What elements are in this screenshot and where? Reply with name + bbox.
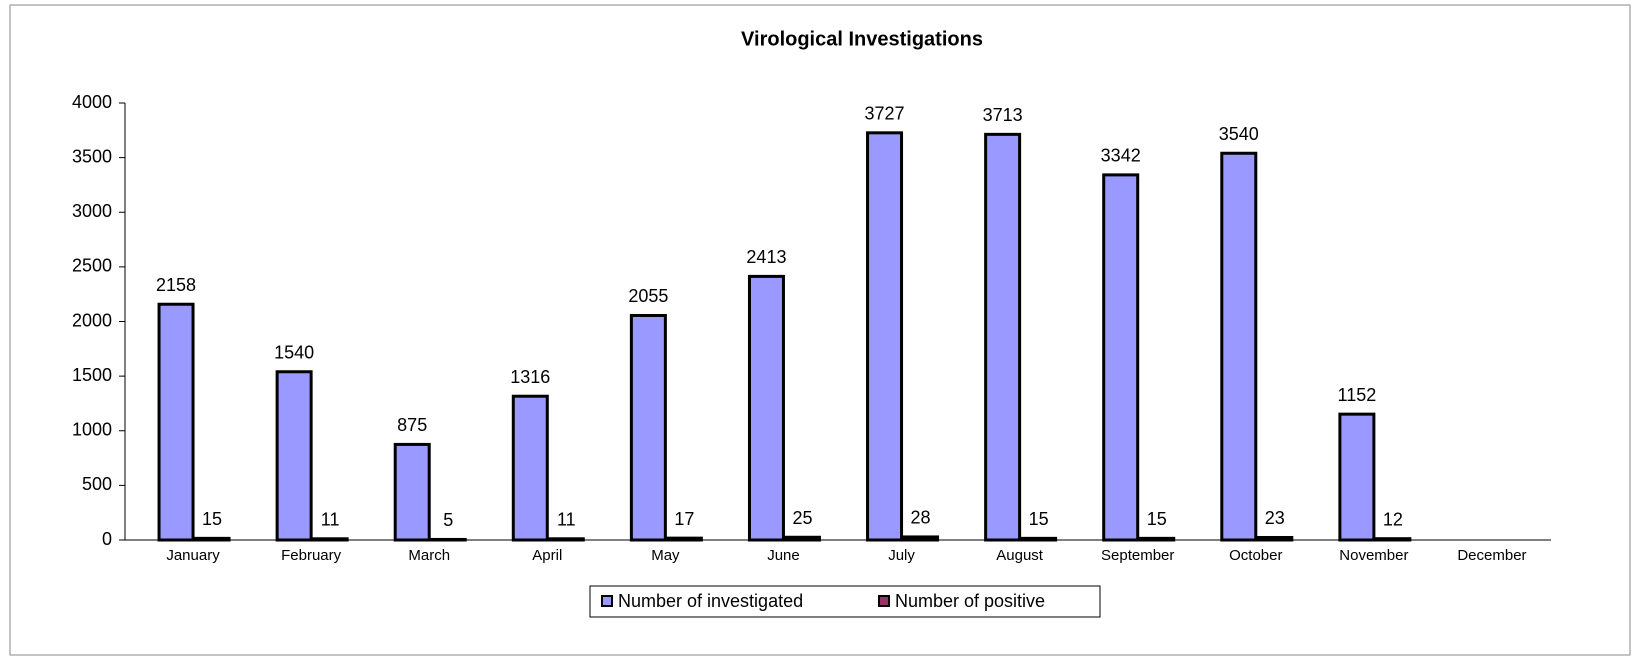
x-tick-label: April [532, 547, 562, 564]
legend-label: Number of investigated [618, 591, 803, 611]
bar [902, 535, 940, 542]
bar [783, 535, 821, 542]
data-label: 1316 [510, 367, 550, 387]
y-tick-label: 4000 [72, 92, 112, 112]
data-label: 2055 [628, 286, 668, 306]
legend-swatch [878, 595, 890, 607]
bar [984, 132, 1022, 542]
bar [665, 536, 703, 542]
data-label: 3540 [1219, 124, 1259, 144]
bar [1138, 536, 1176, 542]
data-label: 5 [443, 510, 453, 530]
bar [311, 537, 349, 542]
bar [157, 302, 195, 542]
x-tick-label: February [281, 547, 342, 564]
bar [193, 536, 231, 542]
data-label: 28 [911, 508, 931, 528]
x-tick-label: June [767, 547, 800, 564]
y-tick-label: 1500 [72, 365, 112, 385]
bar [1338, 412, 1376, 542]
bar [275, 370, 313, 542]
y-tick-label: 500 [82, 474, 112, 494]
data-label: 15 [202, 509, 222, 529]
data-label: 1540 [274, 343, 314, 363]
data-label: 2158 [156, 275, 196, 295]
bar [1020, 536, 1058, 542]
chart-title: Virological Investigations [741, 28, 983, 50]
data-label: 3342 [1101, 146, 1141, 166]
bar [1374, 537, 1412, 542]
data-label: 3713 [983, 105, 1023, 125]
data-label: 23 [1265, 508, 1285, 528]
x-tick-label: September [1101, 547, 1174, 564]
data-label: 2413 [746, 247, 786, 267]
data-label: 17 [674, 509, 694, 529]
x-tick-label: January [166, 547, 220, 564]
bar [1220, 151, 1258, 542]
bar [1102, 173, 1140, 542]
bar [547, 537, 585, 542]
y-tick-label: 2000 [72, 310, 112, 330]
legend-box [589, 585, 1101, 618]
legend-swatch [601, 595, 613, 607]
legend-label: Number of positive [895, 591, 1045, 611]
x-tick-label: November [1339, 547, 1408, 564]
bar [629, 313, 667, 542]
data-label: 11 [321, 510, 340, 530]
y-tick-label: 0 [102, 529, 112, 549]
x-tick-label: July [888, 547, 915, 564]
data-label: 15 [1147, 509, 1167, 529]
bar [511, 394, 549, 542]
bar [1256, 535, 1294, 542]
data-label: 875 [397, 415, 427, 435]
data-label: 25 [792, 508, 812, 528]
y-tick-label: 2500 [72, 256, 112, 276]
y-tick-label: 3000 [72, 201, 112, 221]
data-label: 12 [1383, 509, 1403, 529]
y-tick-label: 3500 [72, 146, 112, 166]
x-tick-label: May [651, 547, 680, 564]
data-label: 1152 [1338, 385, 1377, 405]
x-tick-label: October [1229, 547, 1282, 564]
x-tick-label: March [408, 547, 450, 564]
bar [866, 131, 904, 542]
bar [429, 537, 467, 542]
data-label: 15 [1029, 509, 1049, 529]
data-label: 11 [557, 510, 576, 530]
bar [747, 274, 785, 542]
bar [393, 442, 431, 542]
data-label: 3727 [865, 104, 905, 124]
x-tick-label: August [996, 547, 1044, 564]
chart-frame [9, 4, 1631, 656]
y-tick-label: 1000 [72, 420, 112, 440]
x-tick-label: December [1457, 547, 1526, 564]
